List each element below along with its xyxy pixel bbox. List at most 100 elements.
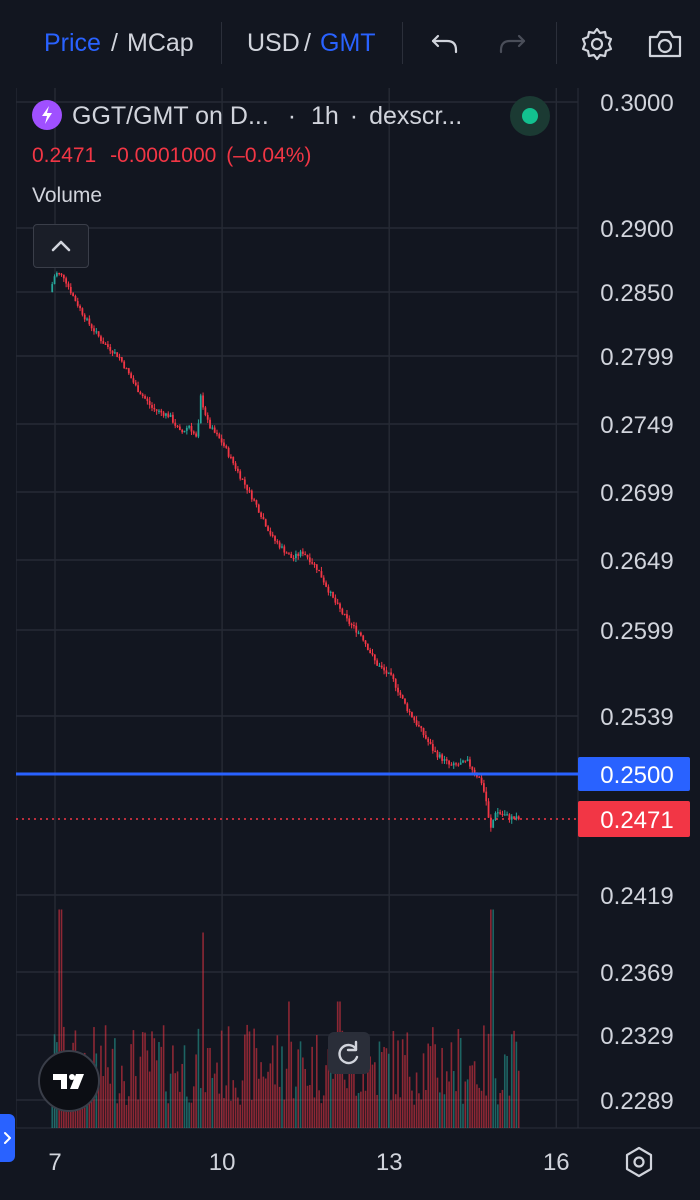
volume-bar: [429, 1046, 432, 1128]
volume-bar: [239, 1104, 242, 1128]
volume-bar: [329, 1051, 332, 1128]
volume-bar: [457, 1029, 460, 1128]
mcap-toggle[interactable]: MCap: [127, 29, 194, 57]
candle-body: [139, 391, 142, 395]
settings-icon[interactable]: [577, 24, 617, 64]
volume-bar: [202, 932, 204, 1128]
candle-body: [167, 413, 170, 417]
candle-body: [146, 398, 149, 401]
candle-body: [111, 350, 114, 354]
candle-body: [413, 717, 416, 721]
candle-body: [501, 813, 504, 816]
volume-bar: [165, 1091, 167, 1128]
volume-bar: [128, 1096, 130, 1128]
candle-body: [95, 331, 98, 333]
candle-body: [125, 368, 128, 370]
usd-toggle[interactable]: USD: [247, 29, 300, 57]
candle-body: [455, 763, 457, 765]
volume-bar: [427, 1043, 429, 1128]
status-dot: [522, 108, 538, 124]
candle-body: [517, 816, 520, 820]
candle-body: [190, 425, 193, 432]
volume-bar: [107, 1067, 109, 1128]
candle-body: [225, 445, 228, 448]
volume-bar: [290, 1041, 293, 1128]
volume-bar: [452, 1071, 455, 1128]
interval-label[interactable]: 1h: [311, 102, 339, 130]
volume-bar: [350, 1044, 353, 1128]
reset-icon: [338, 1040, 359, 1065]
sidebar-toggle-button[interactable]: [0, 1114, 15, 1162]
volume-bar: [436, 1077, 439, 1128]
collapse-legend-button[interactable]: [33, 224, 89, 268]
last-price: 0.2471: [32, 144, 97, 167]
candle-body: [482, 783, 485, 792]
candle-body: [188, 425, 191, 428]
volume-bar: [513, 1030, 515, 1128]
candle-body: [288, 553, 290, 555]
volume-bar: [179, 1091, 181, 1128]
toolbar-divider: [556, 22, 557, 64]
candle-body: [53, 276, 56, 285]
volume-bar: [432, 1027, 434, 1128]
candle-body: [397, 687, 399, 693]
candle-body: [380, 665, 383, 668]
candle-body: [165, 413, 167, 416]
candle-body: [155, 409, 158, 411]
candle-body: [65, 278, 68, 284]
undo-icon[interactable]: [425, 24, 465, 64]
candle-body: [271, 534, 274, 537]
candle-body: [239, 471, 242, 479]
volume-bar: [357, 1093, 360, 1128]
price-tick-label: 0.2699: [600, 480, 673, 507]
volume-bar: [58, 909, 60, 1128]
gear-icon[interactable]: [622, 1145, 656, 1179]
volume-bar: [480, 1090, 483, 1128]
volume-bar: [367, 1057, 369, 1128]
market-status-indicator[interactable]: [510, 96, 550, 136]
camera-icon[interactable]: [645, 24, 685, 64]
time-tick-label: 16: [543, 1149, 570, 1176]
candle-body: [385, 670, 388, 674]
reset-chart-button[interactable]: [328, 1032, 370, 1074]
horizontal-line-label-bg: [578, 757, 690, 791]
candle-body: [243, 479, 246, 485]
volume-bar: [360, 1091, 362, 1128]
gmt-toggle[interactable]: GMT: [320, 29, 376, 57]
candle-body: [185, 427, 188, 431]
volume-bar: [162, 1025, 165, 1128]
volume-bar: [172, 1045, 174, 1128]
tradingview-logo-icon[interactable]: [38, 1050, 100, 1112]
last-price-label-bg: [578, 801, 690, 837]
price-toggle[interactable]: Price: [44, 29, 101, 57]
volume-bar: [455, 1091, 457, 1128]
candle-body: [304, 553, 307, 556]
candle-body: [283, 546, 286, 553]
volume-bar: [188, 1102, 190, 1128]
candle-body: [471, 766, 474, 770]
candle-body: [429, 741, 432, 744]
volume-bar: [257, 1078, 260, 1128]
volume-bar: [278, 1086, 281, 1128]
volume-bar: [517, 1070, 520, 1128]
candle-body: [311, 562, 314, 564]
volume-bar: [125, 1104, 128, 1128]
candle-body: [274, 536, 276, 541]
candle-body: [383, 667, 385, 671]
candle-body: [204, 407, 207, 415]
candle-body: [411, 712, 413, 718]
candle-body: [445, 759, 448, 761]
candle-body: [171, 414, 174, 423]
candle-body: [132, 378, 135, 383]
candle-body: [276, 540, 279, 543]
redo-icon[interactable]: [492, 24, 532, 64]
chevron-right-icon: [4, 1132, 11, 1144]
symbol-title[interactable]: GGT/GMT on D...: [72, 102, 269, 130]
candle-body: [151, 405, 153, 408]
volume-bar: [237, 1097, 239, 1128]
volume-bar: [364, 1090, 367, 1128]
volume-bar: [515, 1041, 518, 1128]
volume-bar: [197, 1028, 200, 1128]
volume-bar: [292, 1098, 295, 1128]
volume-bar: [332, 1078, 334, 1128]
